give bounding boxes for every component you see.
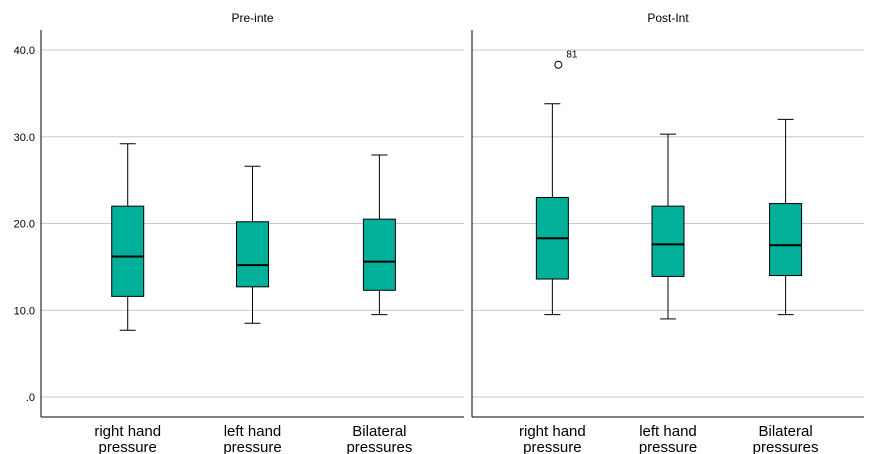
category-label-line2: pressure (99, 439, 157, 454)
category-label-line2: pressure (523, 439, 581, 454)
y-tick-label: 30.0 (14, 132, 35, 144)
category-label-line1: left hand (639, 423, 697, 440)
box-1: 81 (536, 50, 578, 315)
box-iqr (652, 206, 684, 276)
category-label-line2: pressures (346, 439, 412, 454)
panel-title: Post-Int (647, 11, 689, 25)
panel-title: Pre-inte (231, 11, 273, 25)
category-label-line1: Bilateral (758, 423, 812, 440)
y-tick-label: 10.0 (14, 305, 35, 317)
box-iqr (770, 204, 802, 276)
category-label-line1: left hand (224, 423, 282, 440)
y-tick-label: 20.0 (14, 219, 35, 231)
y-axis: .0 10.0 20.0 30.0 40.0 (14, 45, 35, 404)
outlier-label: 81 (566, 50, 578, 61)
outlier-point (555, 61, 562, 68)
category-label-line1: right hand (519, 423, 586, 440)
box-iqr (363, 219, 395, 290)
box-3 (770, 119, 802, 314)
category-label-line2: pressure (223, 439, 281, 454)
box-3 (363, 155, 395, 315)
box-iqr (112, 206, 144, 296)
category-label-line2: pressure (639, 439, 697, 454)
box-2 (652, 134, 684, 319)
box-iqr (237, 222, 269, 287)
box-2 (237, 166, 269, 323)
y-tick-label: 40.0 (14, 45, 35, 57)
category-label-line1: right hand (94, 423, 161, 440)
y-tick-label: .0 (26, 392, 35, 404)
category-label-line2: pressures (753, 439, 819, 454)
box-1 (112, 144, 144, 331)
category-label-line1: Bilateral (352, 423, 406, 440)
